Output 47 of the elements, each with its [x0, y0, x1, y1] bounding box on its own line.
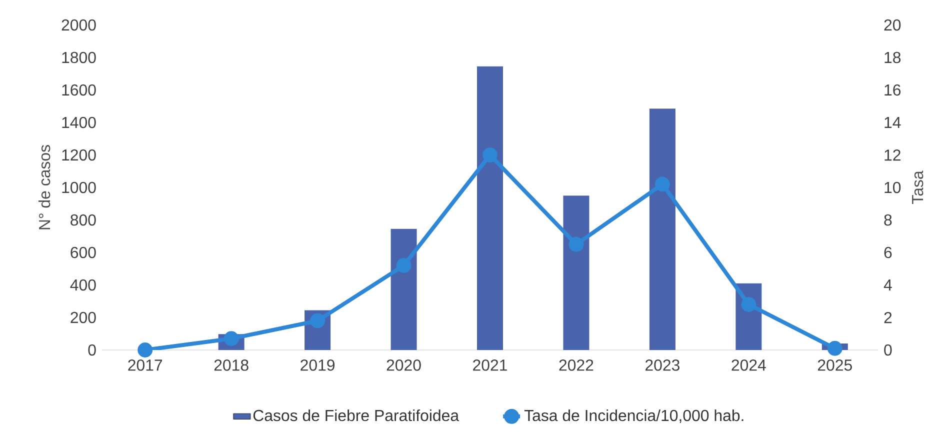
y-tick-label: 1800	[62, 52, 96, 64]
x-tick-label: 2022	[559, 360, 594, 371]
point	[568, 236, 584, 252]
y-tick-label: 800	[70, 214, 96, 226]
y2-tick-label: 4	[884, 280, 892, 290]
x-tick-label: 2018	[214, 360, 248, 371]
x-tick-label: 2019	[300, 360, 335, 371]
y-tick-label: 1400	[62, 116, 96, 128]
y-tick-label: 2000	[62, 19, 96, 31]
y2-tick-label: 16	[884, 84, 901, 96]
y-axis-title: N° de casos	[38, 145, 50, 230]
point	[482, 148, 498, 162]
point	[310, 313, 326, 328]
point	[654, 176, 670, 192]
x-tick-label: 2017	[128, 360, 162, 371]
y2-tick-label: 8	[884, 214, 892, 226]
point	[827, 340, 842, 356]
y2-tick-label: 12	[884, 149, 900, 161]
bar	[477, 66, 504, 350]
y2-tick-label: 6	[884, 246, 892, 258]
x-tick-label: 2021	[473, 360, 507, 371]
y-tick-label: 1000	[62, 182, 96, 194]
y-tick-label: 0	[88, 344, 96, 356]
y2-tick-label: 20	[884, 19, 901, 31]
point	[138, 342, 153, 358]
x-tick-label: 2023	[646, 360, 680, 371]
bar	[390, 228, 417, 350]
x-tick-label: 2025	[818, 360, 852, 371]
y2-tick-label: 14	[884, 117, 901, 128]
y2-tick-label: 10	[884, 182, 901, 194]
point	[396, 258, 412, 273]
point	[741, 297, 756, 312]
y-tick-label: 1600	[62, 84, 96, 96]
y-tick-label: 600	[70, 246, 96, 258]
y-tick-label: 1200	[62, 149, 96, 161]
legend-label: Casos de Fiebre Paratifoidea	[253, 409, 460, 422]
y2-tick-label: 18	[884, 52, 901, 64]
x-tick-label: 2020	[386, 360, 421, 371]
bar	[563, 196, 590, 350]
y-tick-label: 200	[70, 312, 96, 324]
y2-tick-label: 2	[884, 312, 892, 324]
bar	[649, 108, 676, 350]
y2-axis-title: Tasa	[912, 170, 924, 204]
y-tick-label: 400	[70, 279, 96, 291]
y2-tick-label: 0	[884, 344, 892, 356]
legend-label: Tasa de Incidencia/10,000 hab.	[524, 409, 744, 424]
x-tick-label: 2024	[732, 360, 766, 371]
